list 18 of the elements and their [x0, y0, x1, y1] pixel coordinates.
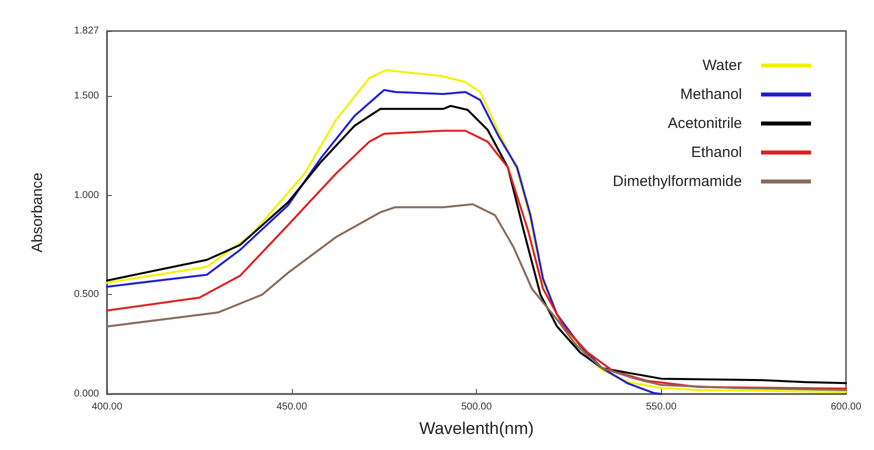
y-tick-label: 1.000: [74, 190, 100, 201]
x-tick-label: 550.00: [646, 402, 677, 412]
x-tick-label: 450.00: [276, 402, 308, 412]
line-series: [106, 203, 847, 392]
y-tick-label: 0.000: [74, 388, 100, 400]
x-tick-label: 400.00: [92, 402, 123, 412]
legend-label: Acetonitrile: [668, 115, 742, 132]
y-tick-label: 1.500: [74, 90, 100, 102]
y-tick-label: 0.500: [74, 289, 100, 300]
y-tick-label: 1.827: [74, 26, 100, 36]
legend-label: Methanol: [680, 86, 742, 103]
x-axis-title: Wavelenth(nm): [419, 419, 534, 438]
y-axis-title: Absorbance: [29, 172, 46, 253]
legend-label: Dimethylformamide: [612, 173, 742, 190]
legend-label: Water: [702, 57, 742, 74]
x-tick-label: 500.00: [461, 402, 492, 412]
legend-label: Ethanol: [691, 144, 742, 161]
x-tick-label: 600.00: [830, 402, 862, 412]
